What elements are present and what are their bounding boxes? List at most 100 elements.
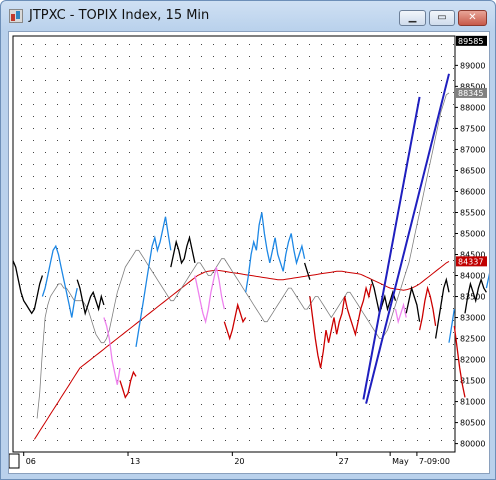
grid-dot <box>117 320 118 321</box>
grid-dot <box>33 188 34 189</box>
grid-dot <box>309 56 310 57</box>
grid-dot <box>249 104 250 105</box>
maximize-button[interactable]: ▭ <box>429 10 455 26</box>
grid-dot <box>441 116 442 117</box>
grid-dot <box>405 80 406 81</box>
grid-dot <box>237 284 238 285</box>
grid-dot <box>297 200 298 201</box>
grid-dot <box>321 212 322 213</box>
grid-dot <box>453 392 454 393</box>
grid-dot <box>405 92 406 93</box>
grid-dot <box>429 236 430 237</box>
price-segment <box>12 260 44 315</box>
grid-dot <box>261 272 262 273</box>
grid-dot <box>129 404 130 405</box>
grid-dot <box>321 176 322 177</box>
grid-dot <box>333 332 334 333</box>
price-segment <box>119 370 137 399</box>
grid-dot <box>45 392 46 393</box>
grid-dot <box>309 404 310 405</box>
grid-dot <box>141 152 142 153</box>
grid-dot <box>45 272 46 273</box>
grid-dot <box>57 296 58 297</box>
grid-dot <box>417 272 418 273</box>
grid-dot <box>57 128 58 129</box>
grid-dot <box>321 416 322 417</box>
grid-dot <box>237 116 238 117</box>
grid-dot <box>417 176 418 177</box>
grid-dot <box>177 416 178 417</box>
price-segment <box>309 283 373 369</box>
grid-dot <box>369 128 370 129</box>
grid-dot <box>201 188 202 189</box>
grid-dot <box>141 140 142 141</box>
grid-dot <box>273 56 274 57</box>
grid-dot <box>309 356 310 357</box>
grid-dot <box>237 236 238 237</box>
grid-dot <box>45 296 46 297</box>
title-bar[interactable]: JTPXC - TOPIX Index, 15 Min ▁ ▭ ✕ <box>1 1 495 31</box>
grid-dot <box>201 260 202 261</box>
grid-dot <box>345 308 346 309</box>
grid-dot <box>33 224 34 225</box>
grid-dot <box>117 248 118 249</box>
grid-dot <box>429 44 430 45</box>
grid-dot <box>21 308 22 309</box>
chart-area[interactable]: 80000 80500 81000 81500 82000 82500 83000 83500… <box>8 31 490 474</box>
grid-dot <box>81 224 82 225</box>
chart-app-icon[interactable] <box>9 9 23 23</box>
grid-dot <box>57 356 58 357</box>
grid-dot <box>441 332 442 333</box>
grid-dot <box>441 236 442 237</box>
grid-dot <box>21 116 22 117</box>
grid-dot <box>165 248 166 249</box>
grid-dot <box>213 176 214 177</box>
grid-dot <box>237 92 238 93</box>
grid-dot <box>81 332 82 333</box>
x-tick-label: 06 <box>26 457 36 466</box>
grid-dot <box>189 200 190 201</box>
close-button[interactable]: ✕ <box>458 10 487 26</box>
grid-dot <box>225 404 226 405</box>
grid-dot <box>81 284 82 285</box>
grid-dot <box>453 428 454 429</box>
grid-dot <box>381 368 382 369</box>
grid-dot <box>33 428 34 429</box>
grid-dot <box>213 344 214 345</box>
grid-dot <box>357 68 358 69</box>
grid-dot <box>345 368 346 369</box>
grid-dot <box>153 152 154 153</box>
grid-dot <box>105 296 106 297</box>
grid-dot <box>405 56 406 57</box>
grid-dot <box>405 356 406 357</box>
grid-dot <box>237 44 238 45</box>
grid-dot <box>381 128 382 129</box>
grid-dot <box>249 260 250 261</box>
grid-dot <box>249 44 250 45</box>
grid-dot <box>321 104 322 105</box>
grid-dot <box>369 404 370 405</box>
grid-dot <box>45 188 46 189</box>
grid-dot <box>333 260 334 261</box>
grid-dot <box>453 92 454 93</box>
grid-dot <box>189 56 190 57</box>
grid-dot <box>441 296 442 297</box>
grid-dot <box>129 104 130 105</box>
grid-dot <box>69 188 70 189</box>
grid-dot <box>381 116 382 117</box>
grid-dot <box>21 188 22 189</box>
grid-dot <box>417 92 418 93</box>
grid-dot <box>189 368 190 369</box>
price-chart[interactable]: 80000 80500 81000 81500 82000 82500 83000 83500… <box>9 32 489 473</box>
grid-dot <box>345 440 346 441</box>
minimize-button[interactable]: ▁ <box>399 10 426 26</box>
grid-dot <box>309 92 310 93</box>
grid-dot <box>93 368 94 369</box>
grid-dot <box>69 368 70 369</box>
grid-dot <box>345 56 346 57</box>
grid-dot <box>33 296 34 297</box>
grid-dot <box>69 164 70 165</box>
grid-dot <box>93 152 94 153</box>
grid-dot <box>117 308 118 309</box>
grid-dot <box>369 116 370 117</box>
